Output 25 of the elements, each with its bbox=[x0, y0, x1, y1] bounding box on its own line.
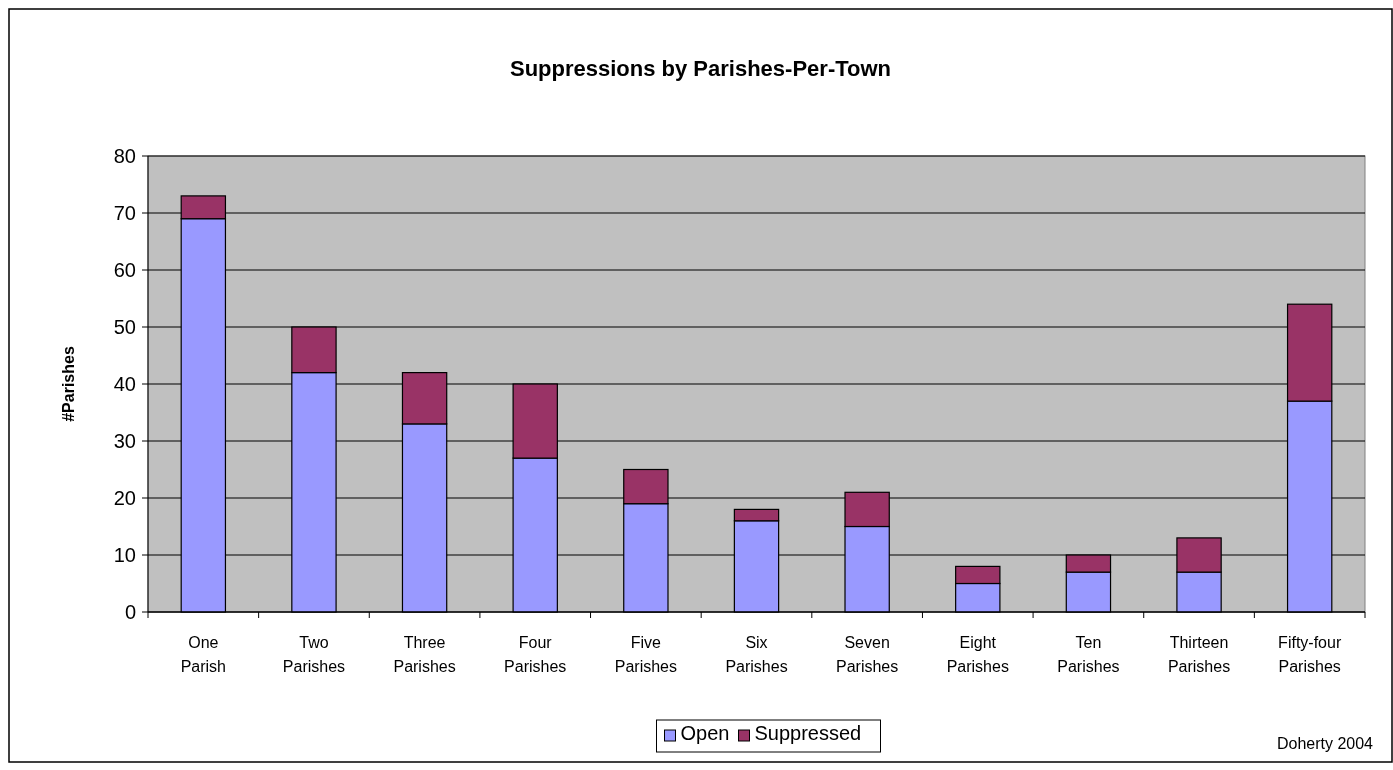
x-tick-label: Seven Parishes bbox=[836, 634, 899, 675]
legend-label: Suppressed bbox=[754, 722, 862, 744]
y-tick-label: 0 bbox=[124, 601, 136, 623]
y-tick-label: 20 bbox=[113, 487, 136, 509]
legend-label: Open bbox=[680, 722, 730, 744]
y-tick-label: 80 bbox=[113, 145, 136, 167]
y-tick-label: 60 bbox=[113, 259, 136, 281]
y-tick-label: 10 bbox=[113, 544, 136, 566]
x-tick-label: Two Parishes bbox=[282, 634, 346, 675]
y-tick-label: 50 bbox=[113, 316, 136, 338]
x-tick-label: Thirteen Parishes bbox=[1167, 634, 1231, 675]
text: Doherty 2004 bbox=[1276, 735, 1374, 752]
x-tick-label: Ten Parishes bbox=[1057, 634, 1120, 675]
x-tick-label: Fifty-four Parishes bbox=[1278, 634, 1342, 675]
y-tick-label: 40 bbox=[113, 373, 136, 395]
y-axis-title: #Parishes bbox=[60, 346, 77, 422]
x-tick-label: One Parish bbox=[180, 634, 226, 675]
y-tick-label: 70 bbox=[113, 202, 136, 224]
x-tick-label: Six Parishes bbox=[725, 634, 788, 675]
x-tick-label: Four Parishes bbox=[504, 634, 567, 675]
chart-title: Suppressions by Parishes-Per-Town bbox=[509, 56, 892, 81]
y-tick-label: 30 bbox=[113, 430, 136, 452]
x-tick-label: Three Parishes bbox=[393, 634, 456, 675]
x-tick-label: Eight Parishes bbox=[946, 634, 1009, 675]
x-tick-label: Five Parishes bbox=[614, 634, 677, 675]
